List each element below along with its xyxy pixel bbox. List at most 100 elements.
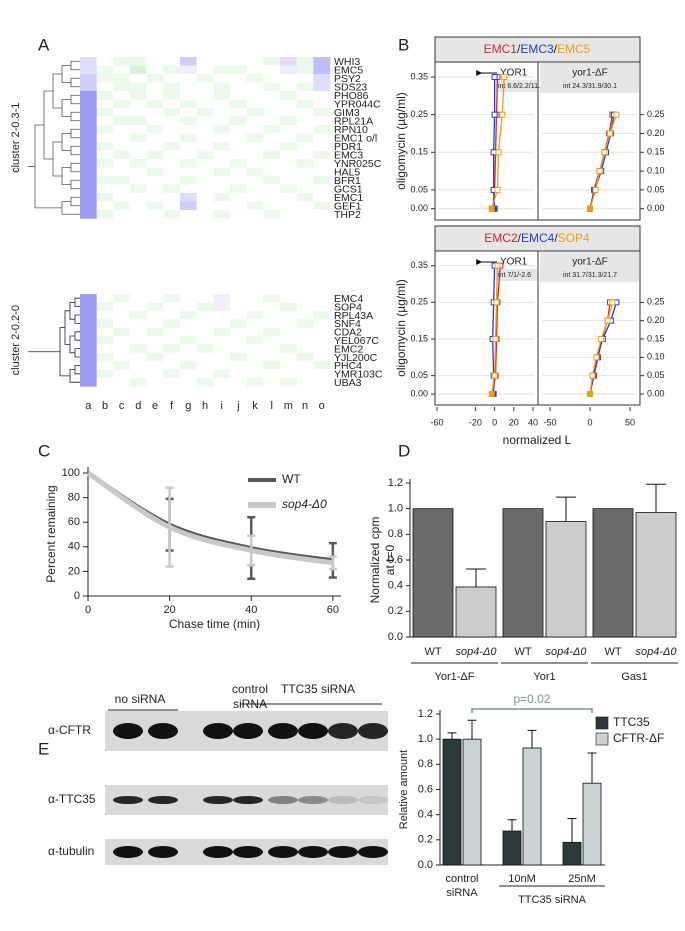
- lane-group-label: no siRNA: [115, 692, 166, 706]
- lane-group-label: control siRNA: [232, 682, 268, 711]
- heatmap-cell: [113, 184, 131, 194]
- heatmap-cell: [296, 352, 314, 362]
- heatmap-cell: [246, 74, 264, 83]
- heatmap-cell: [246, 319, 264, 328]
- heatmap-cell: [280, 57, 297, 66]
- heatmap-cell: [313, 108, 331, 117]
- blot-band: [113, 846, 143, 858]
- heatmap-cell: [196, 294, 214, 303]
- heatmap-cell: [96, 82, 114, 92]
- column-label: f: [170, 400, 174, 412]
- heatmap-cell: [280, 74, 297, 83]
- heatmap-cell: [296, 116, 314, 126]
- heatmap-cell: [113, 319, 131, 328]
- heatmap-cell: [280, 159, 297, 168]
- column-label: g: [185, 400, 191, 412]
- error-bar: [567, 817, 577, 843]
- heatmap-cell: [80, 82, 97, 92]
- heatmap-cell: [213, 108, 231, 117]
- profile-point: [609, 299, 616, 306]
- heatmap-cell: [263, 108, 281, 117]
- heatmap-cell: [180, 184, 197, 194]
- heatmap-cell: [146, 361, 164, 370]
- heatmap-cell: [246, 176, 264, 185]
- blot-band: [203, 796, 233, 804]
- column-label: j: [236, 400, 239, 412]
- heatmap-cell: [280, 201, 297, 211]
- heatmap-cell: [80, 150, 97, 160]
- heatmap-cell: [246, 210, 264, 219]
- heatmap-cell: [130, 150, 147, 160]
- label-box: [540, 252, 639, 282]
- heatmap-cell: [96, 57, 114, 66]
- heatmap-cell: [146, 193, 164, 202]
- row-label: RPL21A: [334, 116, 373, 128]
- heatmap-cell: [313, 167, 331, 177]
- heatmap-cell: [146, 344, 164, 354]
- heatmap-cell: [113, 82, 131, 92]
- heatmap-cell: [246, 369, 264, 379]
- y-tick-label: 0.20: [647, 128, 665, 138]
- heatmap-cell: [96, 352, 114, 362]
- heatmap-cell: [213, 344, 231, 354]
- heatmap-cell: [196, 201, 214, 211]
- y-tick-label: 20: [68, 565, 80, 577]
- heatmap-cell: [80, 336, 97, 345]
- legend-swatch: [595, 732, 609, 746]
- heatmap-cell: [263, 294, 281, 303]
- heatmap-cell: [230, 327, 247, 337]
- heatmap-cell: [313, 159, 331, 168]
- heatmap-cell: [313, 99, 331, 109]
- heatmap-cell: [296, 294, 314, 303]
- y-tick-label: 0.35: [410, 71, 428, 81]
- row-label: WHI3: [334, 56, 360, 68]
- heatmap-cell: [180, 74, 197, 83]
- heatmap-cell: [263, 361, 281, 370]
- heatmap-cell: [213, 319, 231, 328]
- heatmap-cell: [280, 108, 297, 117]
- heatmap-cell: [113, 201, 131, 211]
- heatmap-cell: [213, 310, 231, 320]
- heatmap-cell: [96, 133, 114, 143]
- heatmap-cell: [196, 361, 214, 370]
- heatmap-cell: [263, 310, 281, 320]
- heatmap-cell: [296, 133, 314, 143]
- heatmap-cell: [130, 336, 147, 345]
- y-tick-label: 80: [68, 492, 80, 504]
- column-label: l: [270, 400, 272, 412]
- row-label: SDS23: [334, 82, 367, 94]
- heatmap-cell: [180, 65, 197, 75]
- heatmap-cell: [296, 142, 314, 151]
- heatmap-cell: [130, 116, 147, 126]
- heatmap-cell: [163, 159, 181, 168]
- facet-title: EMC1/EMC3/EMC5: [484, 42, 591, 56]
- cluster-label: cluster 2-0.3-1: [10, 103, 22, 173]
- heatmap-cell: [230, 176, 247, 185]
- legend-swatch: [595, 716, 609, 730]
- heatmap-cell: [163, 108, 181, 117]
- heatmap-cell: [280, 150, 297, 160]
- heatmap-cell: [263, 193, 281, 202]
- category-label: 25nM: [568, 873, 596, 885]
- heatmap-cell: [296, 159, 314, 168]
- heatmap-cell: [296, 344, 314, 354]
- heatmap-cell: [130, 193, 147, 202]
- heatmap-cell: [263, 167, 281, 177]
- heatmap-cell: [196, 302, 214, 312]
- heatmap-cell: [113, 57, 131, 66]
- profile-point: [492, 336, 499, 342]
- heatmap-cell: [96, 108, 114, 117]
- y-tick-label: 0.0: [418, 859, 433, 871]
- heatmap-cell: [230, 344, 247, 354]
- heatmap-cell: [280, 99, 297, 109]
- heatmap-cell: [146, 352, 164, 362]
- heatmap-cell: [313, 310, 331, 320]
- bar: [455, 586, 497, 638]
- heatmap-cell: [163, 310, 181, 320]
- facet-annotation: int 24.3/31.9/30.1: [563, 83, 617, 90]
- heatmap-cell: [80, 176, 97, 185]
- heatmap-cell: [80, 133, 97, 143]
- heatmap-cell: [213, 142, 231, 151]
- heatmap-cell: [180, 378, 197, 387]
- heatmap-cell: [163, 125, 181, 134]
